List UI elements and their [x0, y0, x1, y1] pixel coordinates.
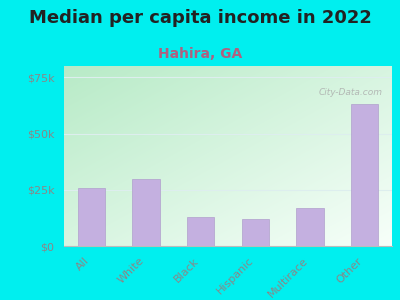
Bar	[296, 208, 324, 246]
Bar	[78, 188, 105, 246]
Bar	[351, 104, 378, 246]
Bar	[242, 219, 269, 246]
Text: Hahira, GA: Hahira, GA	[158, 46, 242, 61]
Bar	[132, 178, 160, 246]
Bar	[187, 217, 214, 246]
Text: Median per capita income in 2022: Median per capita income in 2022	[28, 9, 372, 27]
Text: City-Data.com: City-Data.com	[318, 88, 382, 97]
